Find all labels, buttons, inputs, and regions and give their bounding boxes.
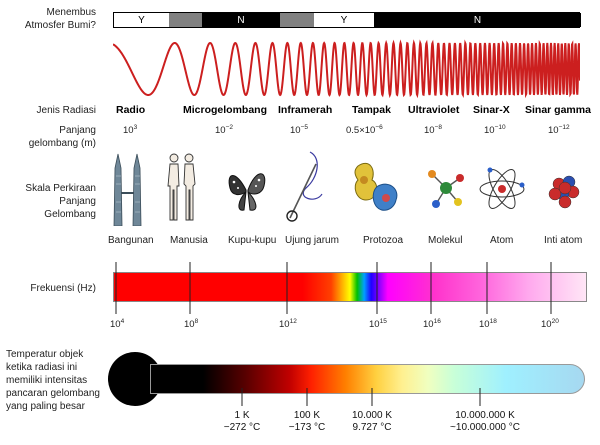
building-icon [113, 153, 142, 226]
nucleus-icon [548, 175, 580, 209]
wavelength-radio: 103 [123, 124, 138, 137]
butterfly-icon [228, 173, 266, 211]
temperature-2: 100 K −173 °C [281, 410, 333, 434]
radiation-type-label: Jenis Radiasi [36, 105, 96, 116]
frequency-tick-1: 104 [110, 318, 125, 331]
wave-line [113, 39, 580, 99]
temperature-label-line1: Temperatur objek [6, 349, 84, 360]
atmosphere-label-line1: Menembus [46, 7, 96, 18]
temperature-4-kelvin: 10.000.000 K [455, 410, 515, 421]
frequency-tick-3: 1012 [279, 318, 297, 331]
temperature-4-celsius: ~10.000.000 °C [450, 422, 520, 433]
temperature-label: Temperatur objek ketika radiasi ini memi… [6, 348, 106, 413]
molecule-icon [428, 170, 464, 208]
atmosphere-seg-infrared: N [202, 13, 280, 27]
radiation-microwave: Microgelombang [183, 104, 268, 116]
wavelength-label-line1: Panjang [59, 125, 96, 136]
protozoa-icon [354, 162, 398, 211]
radiation-infrared: Inframerah [278, 104, 333, 116]
temperature-tick-marks [241, 388, 481, 406]
thermometer-tube [150, 364, 585, 394]
temperature-label-line2: ketika radiasi ini [6, 362, 78, 373]
atmosphere-seg-visible: Y [314, 13, 374, 27]
temperature-label-line3: memiliki intensitas [6, 375, 88, 386]
atmosphere-bar: Y N Y N [113, 12, 581, 28]
wavelength-microwave: 10−2 [215, 124, 233, 137]
wavelength-label-line2: gelombang (m) [28, 138, 96, 149]
scale-label-line1: Skala Perkiraan [25, 183, 96, 194]
temperature-3: 10.000 K 9.727 °C [344, 410, 400, 434]
scale-label: Skala Perkiraan Panjang Gelombang [6, 182, 96, 221]
frequency-tick-5: 1016 [423, 318, 441, 331]
temperature-label-line4: pancaran gelombang [6, 388, 100, 399]
temperature-2-kelvin: 100 K [293, 410, 321, 421]
wavelength-xray: 10−10 [484, 124, 506, 137]
atmosphere-label: Menembus Atmosfer Bumi? [6, 6, 96, 32]
radiation-xray: Sinar-X [473, 104, 510, 116]
temperature-3-celsius: 9.727 °C [352, 422, 392, 433]
frequency-spectrum-bar [113, 272, 587, 302]
frequency-tick-4: 1015 [369, 318, 387, 331]
frequency-label: Frekuensi (Hz) [30, 283, 96, 294]
wave-graphic [113, 39, 580, 99]
temperature-1-kelvin: 1 K [234, 410, 250, 421]
wavelength-infrared: 10−5 [290, 124, 308, 137]
atmosphere-seg-gray-2 [280, 13, 314, 27]
frequency-tick-2: 108 [184, 318, 199, 331]
wavelength-visible: 0.5×10−6 [346, 124, 383, 137]
atmosphere-label-line2: Atmosfer Bumi? [24, 20, 96, 31]
radiation-visible: Tampak [352, 104, 391, 116]
scale-label-line2: Panjang Gelombang [44, 196, 96, 220]
scale-name-butterfly: Kupu-kupu [228, 235, 277, 246]
atmosphere-seg-gray-1 [169, 13, 202, 27]
atmosphere-seg-radio: Y [114, 13, 169, 27]
frequency-tick-7: 1020 [541, 318, 559, 331]
temperature-3-kelvin: 10.000 K [351, 410, 393, 421]
scale-name-humans: Manusia [170, 235, 208, 246]
humans-icon [167, 153, 196, 221]
scale-name-protozoa: Protozoa [363, 235, 404, 246]
scale-name-needle: Ujung jarum [285, 235, 339, 246]
radiation-gamma: Sinar gamma [525, 104, 591, 116]
temperature-label-line5: yang paling besar [6, 401, 85, 412]
scale-name-nucleus: Inti atom [544, 235, 583, 246]
temperature-1-celsius: −272 °C [223, 422, 261, 433]
scale-name-atom: Atom [490, 235, 514, 246]
atom-icon [479, 167, 525, 209]
scale-name-building: Bangunan [108, 235, 154, 246]
temperature-2-celsius: −173 °C [288, 422, 326, 433]
radiation-ultraviolet: Ultraviolet [408, 104, 460, 116]
temperature-1: 1 K −272 °C [218, 410, 266, 434]
frequency-tick-marks [115, 262, 552, 314]
temperature-4: 10.000.000 K ~10.000.000 °C [430, 410, 540, 434]
radiation-radio: Radio [116, 104, 146, 116]
scale-name-molecule: Molekul [428, 235, 463, 246]
frequency-tick-6: 1018 [479, 318, 497, 331]
wavelength-ultraviolet: 10−8 [424, 124, 442, 137]
wavelength-label: Panjang gelombang (m) [6, 124, 96, 150]
atmosphere-seg-short: N [374, 13, 581, 27]
needle-icon [286, 151, 323, 222]
wavelength-gamma: 10−12 [548, 124, 570, 137]
